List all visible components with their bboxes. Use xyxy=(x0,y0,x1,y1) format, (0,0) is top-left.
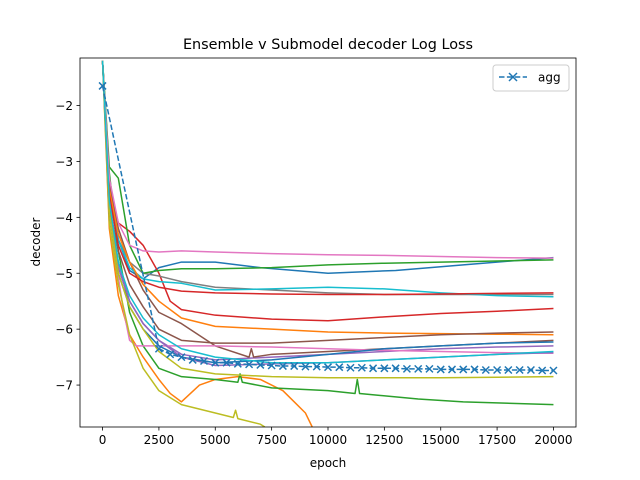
series-line-3 xyxy=(101,60,554,406)
legend-marker-agg xyxy=(508,72,518,82)
y-tick-label: −6 xyxy=(55,323,73,337)
agg-marker xyxy=(459,365,468,374)
series-line-4 xyxy=(101,60,554,322)
x-axis-label: epoch xyxy=(310,456,347,470)
agg-marker xyxy=(301,362,310,371)
agg-marker xyxy=(278,362,287,371)
x-tick-label: 0 xyxy=(99,433,107,447)
agg-marker xyxy=(323,363,333,372)
x-tick-label: 7500 xyxy=(256,433,287,447)
agg-marker xyxy=(211,358,220,367)
series-line-13 xyxy=(101,60,554,274)
series-line-16 xyxy=(101,60,554,344)
chart-title: Ensemble v Submodel decoder Log Loss xyxy=(183,37,473,53)
agg-marker xyxy=(402,364,411,373)
agg-marker xyxy=(538,366,547,375)
legend-box xyxy=(492,64,570,92)
agg-marker xyxy=(188,355,197,364)
y-tick-label: −4 xyxy=(55,211,73,225)
y-axis-label: decoder xyxy=(29,217,43,266)
agg-marker xyxy=(526,365,535,375)
agg-marker xyxy=(515,365,524,375)
x-tick-label: 12500 xyxy=(365,433,403,447)
x-tick-label: 15000 xyxy=(422,433,460,447)
agg-marker xyxy=(177,353,186,362)
agg-marker xyxy=(222,358,231,367)
agg-marker xyxy=(380,364,389,373)
agg-marker xyxy=(267,361,276,370)
agg-marker xyxy=(391,364,400,373)
agg-marker xyxy=(290,362,299,371)
agg-marker xyxy=(245,360,254,369)
agg-marker xyxy=(493,365,502,375)
series-line-18 xyxy=(101,60,554,379)
agg-marker xyxy=(369,364,378,373)
x-tick-label: 2500 xyxy=(144,433,175,447)
legend-label-agg: agg xyxy=(538,71,561,85)
agg-marker xyxy=(357,363,366,372)
y-tick-label: −2 xyxy=(55,99,73,113)
y-tick-label: −3 xyxy=(55,155,73,169)
series-line-12 xyxy=(101,60,554,336)
series-line-10 xyxy=(101,60,554,298)
series-line-14 xyxy=(101,60,554,296)
series-line-7 xyxy=(101,60,554,354)
series-line-17 xyxy=(101,60,554,259)
agg-marker xyxy=(154,344,163,353)
agg-marker xyxy=(199,356,209,366)
agg-marker xyxy=(346,363,355,372)
agg-marker xyxy=(425,364,434,373)
agg-marker xyxy=(414,364,423,373)
agg-marker xyxy=(447,365,457,374)
series-line-9 xyxy=(101,60,266,427)
y-tick-label: −5 xyxy=(55,267,73,281)
plot-area xyxy=(98,60,558,427)
agg-marker xyxy=(335,363,344,372)
agg-marker xyxy=(312,362,321,371)
x-tick-label: 5000 xyxy=(200,433,231,447)
x-axis: 0 2500 5000 7500 10000 12500 15000 17500 20000 xyxy=(99,427,573,447)
x-tick-label: 17500 xyxy=(478,433,516,447)
agg-marker xyxy=(166,350,175,359)
agg-marker xyxy=(549,366,558,375)
agg-marker xyxy=(504,365,513,375)
agg-marker xyxy=(256,360,265,369)
y-tick-label: −7 xyxy=(55,379,73,393)
legend: agg xyxy=(492,64,570,92)
agg-marker xyxy=(233,359,242,368)
agg-marker xyxy=(470,365,479,374)
agg-marker xyxy=(98,81,107,90)
x-tick-label: 20000 xyxy=(534,433,572,447)
agg-marker xyxy=(436,365,445,374)
series-line-19 xyxy=(101,60,554,364)
y-axis: −7 −6 −5 −4 −3 −2 xyxy=(55,99,80,393)
agg-marker xyxy=(481,365,490,375)
x-tick-label: 10000 xyxy=(309,433,347,447)
